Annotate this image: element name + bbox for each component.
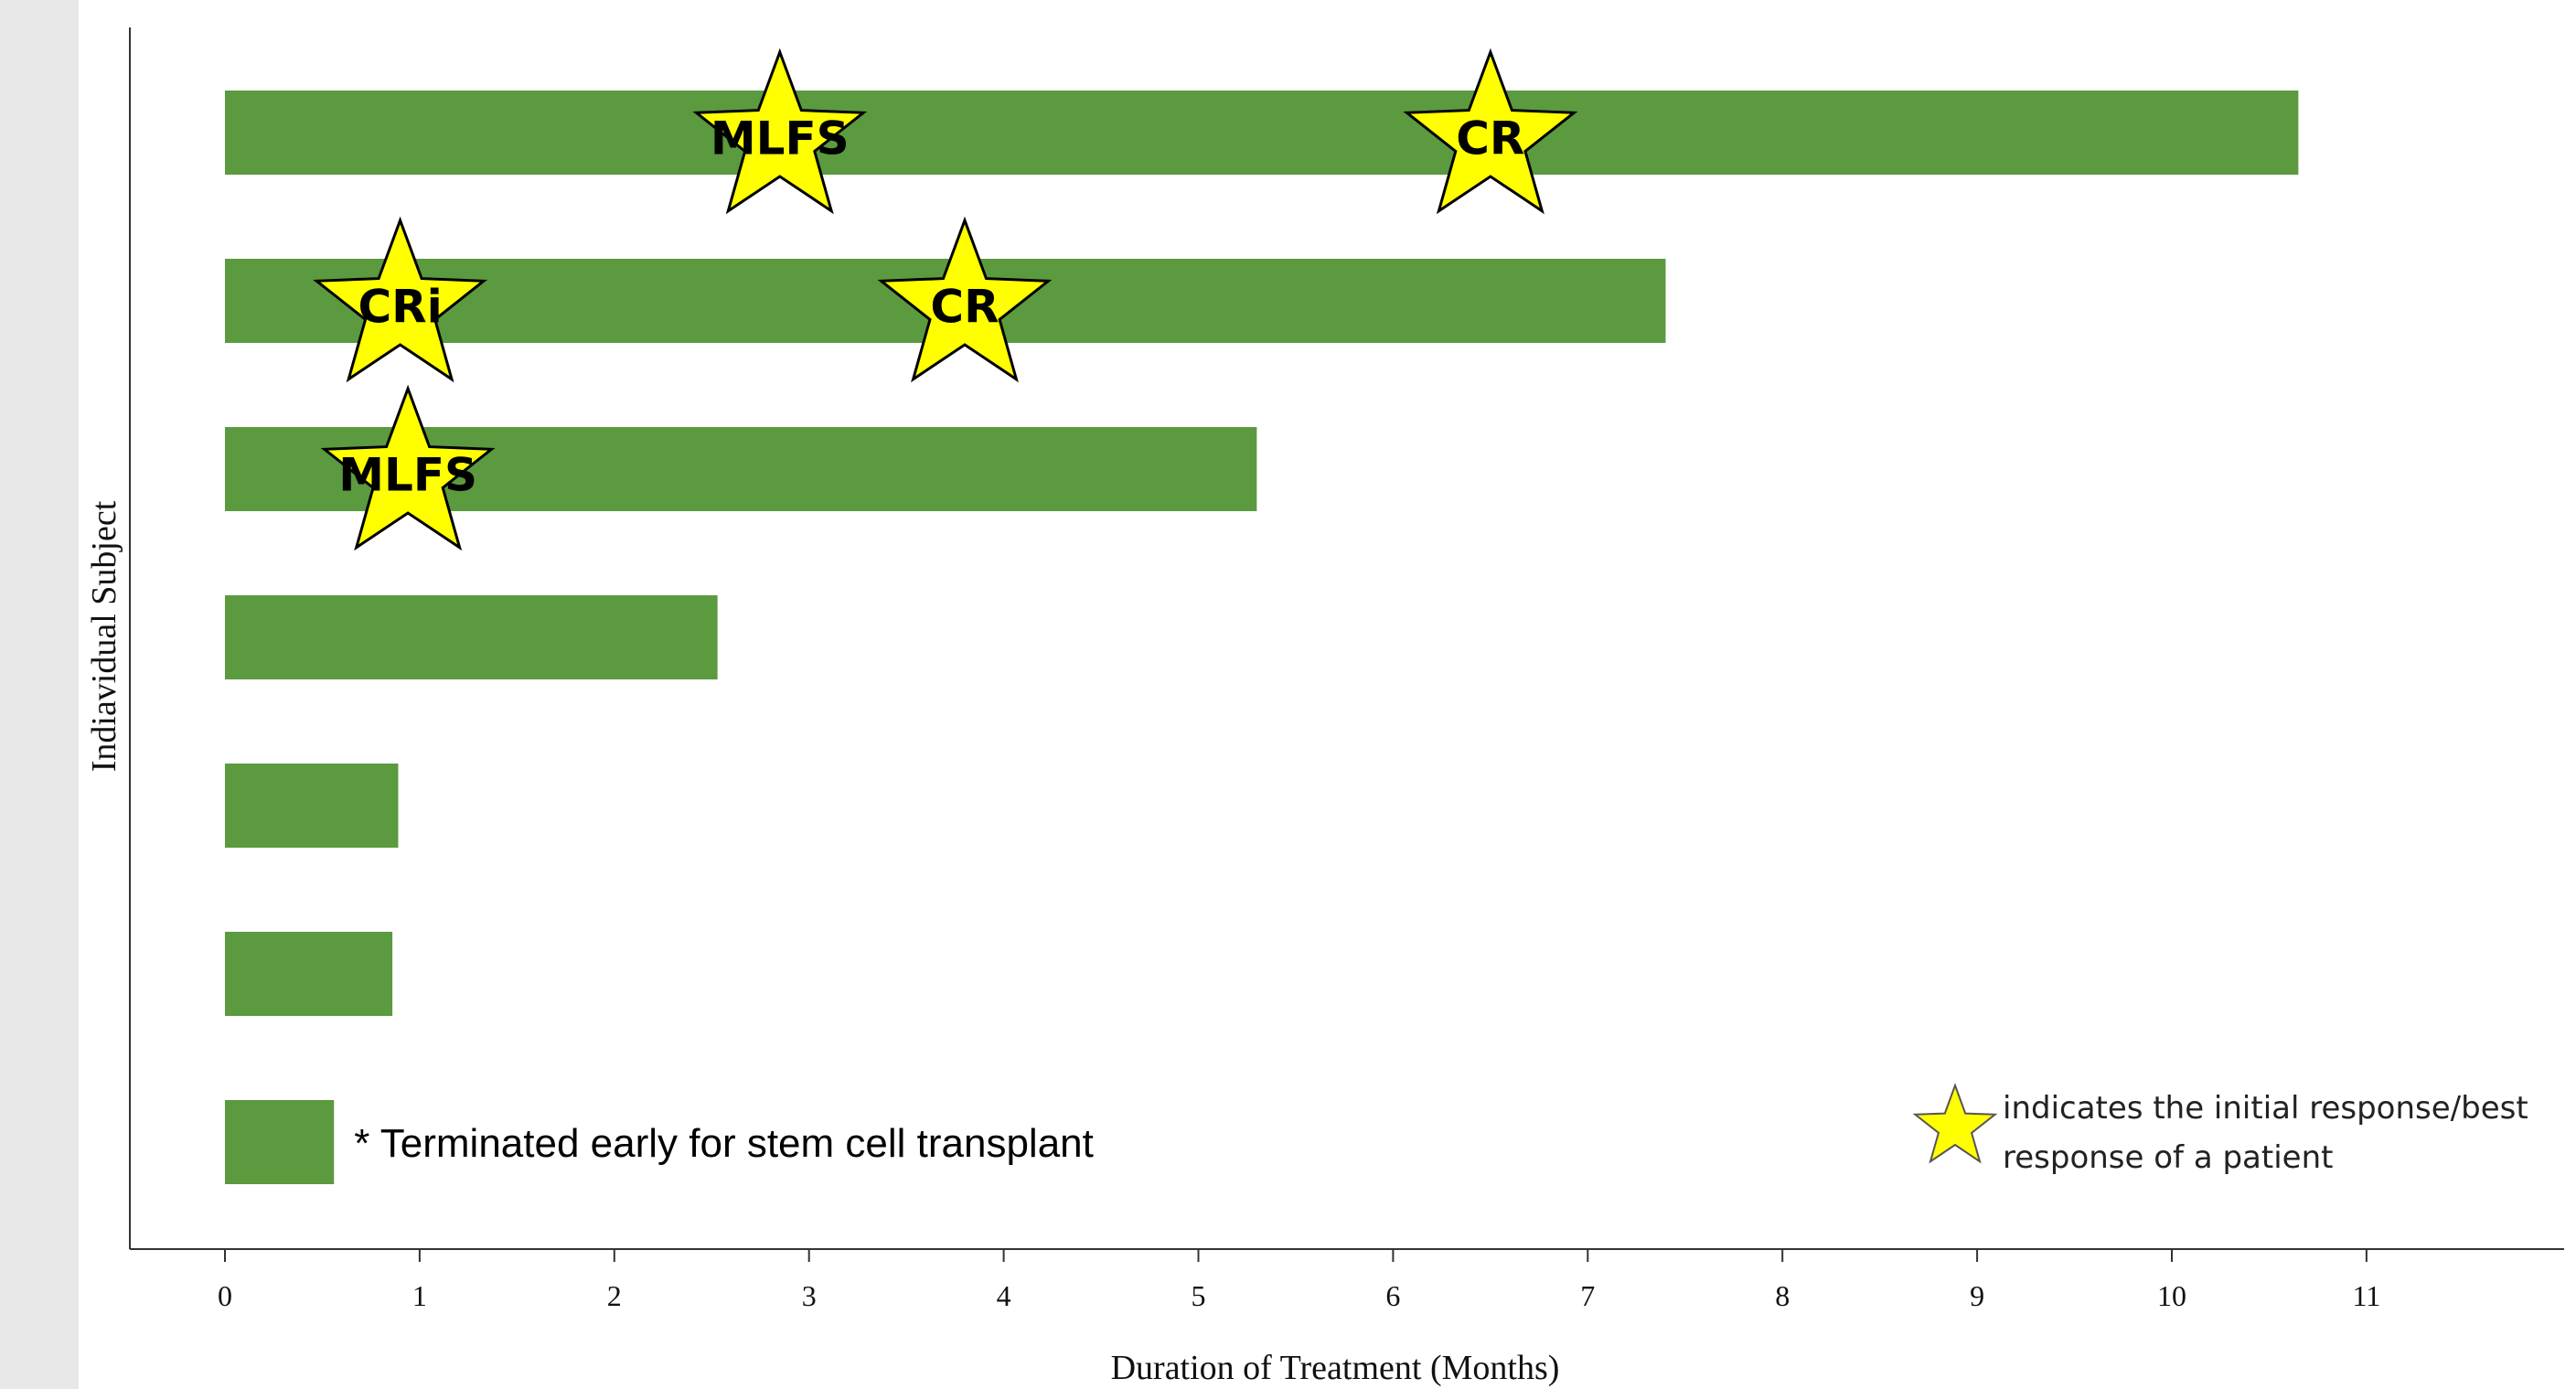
bar-6 bbox=[225, 932, 393, 1016]
chart-figure: 0 1 2 3 4 5 6 7 8 9 10 11 * Terminated early for ste… bbox=[79, 0, 2576, 1389]
x-tick-label-10: 10 bbox=[2157, 1279, 2186, 1312]
x-tick-label-11: 11 bbox=[2352, 1279, 2380, 1312]
star-label: CR bbox=[1456, 112, 1524, 166]
star-icon bbox=[313, 216, 488, 383]
chart-svg: 0 1 2 3 4 5 6 7 8 9 10 11 * Terminated early for ste… bbox=[85, 27, 2564, 1387]
bar-1 bbox=[225, 91, 2299, 175]
star-label: CR bbox=[930, 281, 999, 334]
x-tick-label-5: 5 bbox=[1192, 1279, 1206, 1312]
star-icon bbox=[1403, 48, 1578, 215]
star-label: MLFS bbox=[338, 449, 477, 502]
x-tick-label-1: 1 bbox=[412, 1279, 427, 1312]
star-icon bbox=[692, 48, 868, 215]
legend-star-icon bbox=[1912, 1083, 1998, 1164]
x-tick-label-3: 3 bbox=[802, 1279, 817, 1312]
annotation-1: * Terminated early for stem cell transpl… bbox=[354, 1121, 1094, 1166]
stars-layer: MLFS CR CRi CR MLFS bbox=[313, 48, 1578, 551]
response-star-2-1: CRi bbox=[313, 216, 488, 383]
x-tick-label-4: 4 bbox=[997, 1279, 1011, 1312]
star-icon bbox=[320, 384, 496, 551]
response-star-2-2: CR bbox=[877, 216, 1053, 383]
x-tick-label-2: 2 bbox=[607, 1279, 622, 1312]
bar-5 bbox=[225, 764, 399, 848]
x-tick-label-6: 6 bbox=[1385, 1279, 1400, 1312]
legend: indicates the initial response/best respo… bbox=[1912, 1083, 2528, 1176]
bar-4 bbox=[225, 595, 718, 679]
x-axis-title: Duration of Treatment (Months) bbox=[1111, 1349, 1560, 1387]
x-tick-label-8: 8 bbox=[1775, 1279, 1790, 1312]
star-label: MLFS bbox=[711, 112, 850, 166]
star-icon bbox=[877, 216, 1053, 383]
legend-text-line-1: indicates the initial response/best bbox=[2003, 1090, 2528, 1127]
x-tick-label-7: 7 bbox=[1580, 1279, 1595, 1312]
response-star-3-1: MLFS bbox=[320, 384, 496, 551]
y-axis-title: Indiavidual Subject bbox=[85, 500, 123, 772]
legend-text-line-2: response of a patient bbox=[2003, 1139, 2333, 1176]
star-label: CRi bbox=[358, 281, 442, 334]
response-star-1-2: CR bbox=[1403, 48, 1578, 215]
x-tick-label-9: 9 bbox=[1970, 1279, 1984, 1312]
bars-layer bbox=[225, 91, 2299, 1184]
x-tick-label-0: 0 bbox=[218, 1279, 232, 1312]
response-star-1-1: MLFS bbox=[692, 48, 868, 215]
bar-7 bbox=[225, 1100, 335, 1184]
axes-layer: 0 1 2 3 4 5 6 7 8 9 10 11 * Terminated early for ste… bbox=[129, 27, 2564, 1312]
